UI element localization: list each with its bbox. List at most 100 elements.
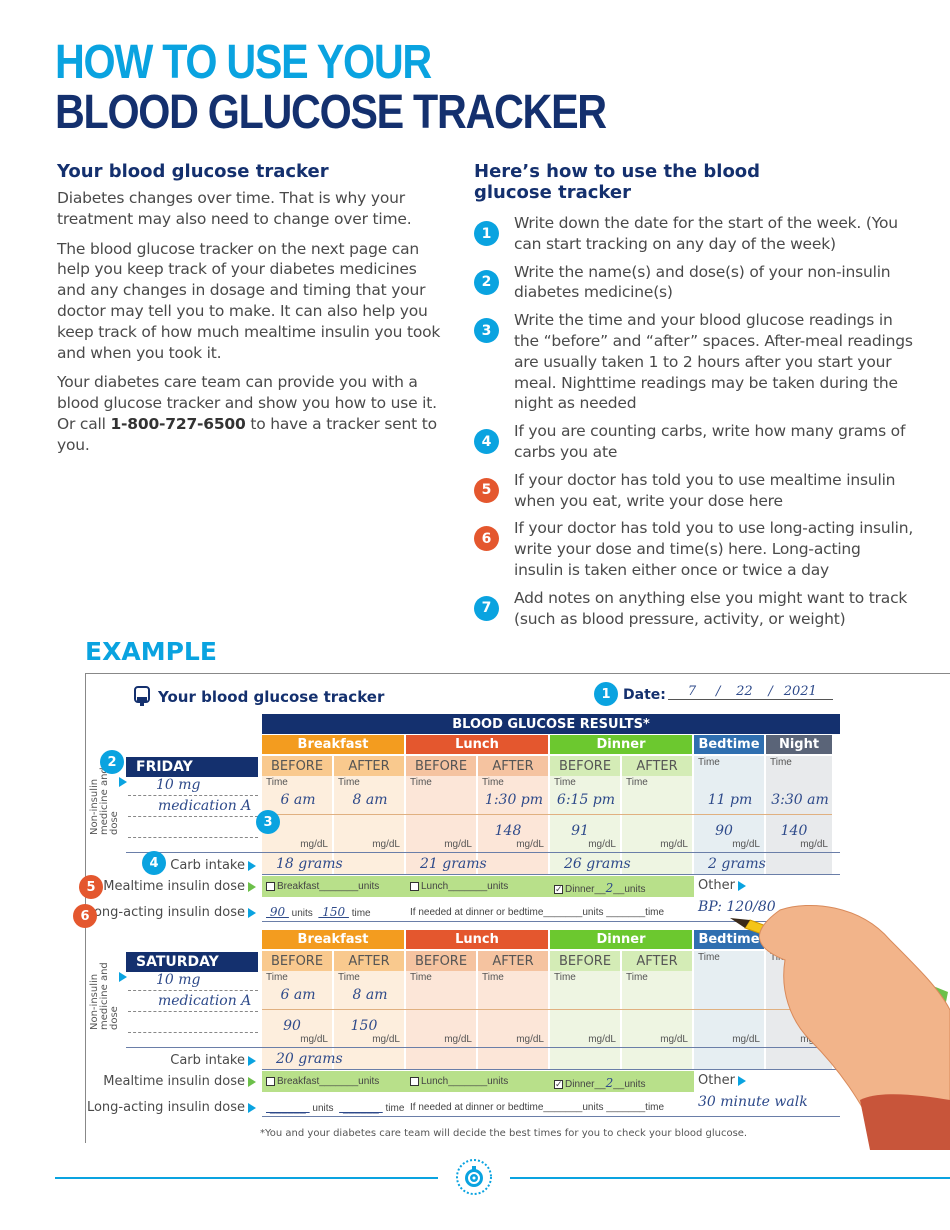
checkbox[interactable] [266,1076,275,1086]
other-note[interactable]: BP: 120/80 [698,899,776,915]
unit-label: mg/dL [588,839,616,850]
step-badge-3: 3 [256,810,280,834]
field-line [128,837,258,838]
time-label: Time [698,952,720,963]
day-label: FRIDAY [126,757,258,777]
carb-value[interactable]: 21 grams [420,856,487,872]
time-label: Time [554,777,576,788]
time-value: 8 am [352,792,388,808]
carb-value[interactable]: 18 grams [276,856,343,872]
if-needed-field[interactable]: If needed at dinner or bedtime_______uni… [410,1102,665,1113]
after-header: AFTER [622,756,692,776]
mealtime-row [262,876,694,897]
carb-value[interactable]: 26 grams [564,856,631,872]
step-text: If you are counting carbs, write how man… [514,422,906,461]
arrow-icon [119,972,127,982]
checkbox-checked[interactable]: ✓ [554,883,563,894]
other-note[interactable]: 30 minute walk [698,1094,808,1110]
breakfast-units-field[interactable]: Breakfast_______units [266,881,379,892]
medicine-name[interactable]: medication A [158,993,252,1009]
time-value: 11 pm [707,792,753,808]
time-label: Time [554,972,576,983]
results-header: BLOOD GLUCOSE RESULTS* [262,714,840,734]
step-badge-2: 2 [100,750,124,774]
step-text: Write the time and your blood glucose re… [514,311,913,413]
dinner-units-field[interactable]: ✓ Dinner__2__units [554,1076,646,1090]
intro-heading: Your blood glucose tracker [57,161,329,182]
step-number-badge: 2 [474,269,499,295]
steps-heading: Here’s how to use the blood glucose trac… [474,161,761,203]
glucose-cell[interactable] [694,951,764,1069]
step-number-badge: 6 [474,526,499,552]
checkbox[interactable] [410,881,419,891]
non-insulin-label: Non-insulin medicine and dose [89,962,120,1030]
meal-header-breakfast: Breakfast [262,930,404,949]
carb-intake-label: Carb intake [106,1053,256,1068]
unit-label: mg/dL [732,1034,760,1045]
carb-value[interactable]: 2 grams [708,856,766,872]
reading-value: 140 [780,823,808,839]
time-value: 6 am [280,792,316,808]
checkbox[interactable] [410,1076,419,1086]
meal-header-lunch: Lunch [406,930,548,949]
intro-paragraph-1: Diabetes changes over time. That is why … [57,189,412,228]
phone-number[interactable]: 1-800-727-6500 [110,414,246,433]
step-item: 3 Write the time and your blood glucose … [474,310,914,414]
meal-header-lunch: Lunch [406,735,548,754]
step-item: 4 If you are counting carbs, write how m… [474,421,914,463]
medicine-dose[interactable]: 10 mg [156,972,201,988]
time-label: Time [338,972,360,983]
after-header: AFTER [334,951,404,971]
step-number-badge: 3 [474,318,499,344]
time-label: Time [338,777,360,788]
time-value: 8 am [352,987,388,1003]
time-label: Time [410,777,432,788]
step-item: 5 If your doctor has told you to use mea… [474,470,914,512]
time-label: Time [410,972,432,983]
reading-value: 90 [715,823,733,839]
meal-header-dinner: Dinner [550,735,692,754]
unit-label: mg/dL [660,1034,688,1045]
carb-value[interactable]: 20 grams [276,1051,343,1067]
glucose-cell[interactable] [766,756,832,874]
time-value: 1:30 pm [484,792,544,808]
date-field[interactable]: 7/ 22/ 2021 [668,684,833,700]
arrow-icon [119,777,127,787]
checkbox-checked[interactable]: ✓ [554,1078,563,1089]
field-line [128,1011,258,1012]
other-label: Other [698,878,746,893]
time-label: Time [626,972,648,983]
unit-label: mg/dL [800,839,828,850]
glucose-cell[interactable] [694,756,764,874]
before-header: BEFORE [262,756,332,776]
long-acting-insulin-label: Long-acting insulin dose [86,905,256,920]
reading-value: 148 [494,823,522,839]
time-label: Time [482,972,504,983]
row-divider [262,921,840,922]
time-label: Time [482,777,504,788]
checkbox[interactable] [266,881,275,891]
example-label: EXAMPLE [85,637,217,666]
medicine-dose[interactable]: 10 mg [156,777,201,793]
step-text: If your doctor has told you to use long-… [514,519,914,579]
if-needed-field[interactable]: If needed at dinner or bedtime_______uni… [410,907,665,918]
medicine-name[interactable]: medication A [158,798,252,814]
field-line [128,990,258,991]
step-item: 2 Write the name(s) and dose(s) of your … [474,262,914,304]
lunch-units-field[interactable]: Lunch_______units [410,881,508,892]
unit-label: mg/dL [732,839,760,850]
long-acting-dose-field[interactable]: ______ units ______ time [266,1100,405,1114]
time-label: Time [626,777,648,788]
row-divider [262,1069,840,1070]
reading-value: 91 [571,823,589,839]
row-divider [126,1047,840,1048]
unit-label: mg/dL [516,1034,544,1045]
time-label: Time [698,757,720,768]
long-acting-dose-field[interactable]: 90 units 150 time [266,905,371,919]
breakfast-units-field[interactable]: Breakfast_______units [266,1076,379,1087]
dinner-units-field[interactable]: ✓ Dinner__2__units [554,881,646,895]
after-header: AFTER [478,951,548,971]
lunch-units-field[interactable]: Lunch_______units [410,1076,508,1087]
long-acting-insulin-label: Long-acting insulin dose [86,1100,256,1115]
tracker-example: Your blood glucose tracker 1 Date: 7/ 22… [73,673,950,1143]
